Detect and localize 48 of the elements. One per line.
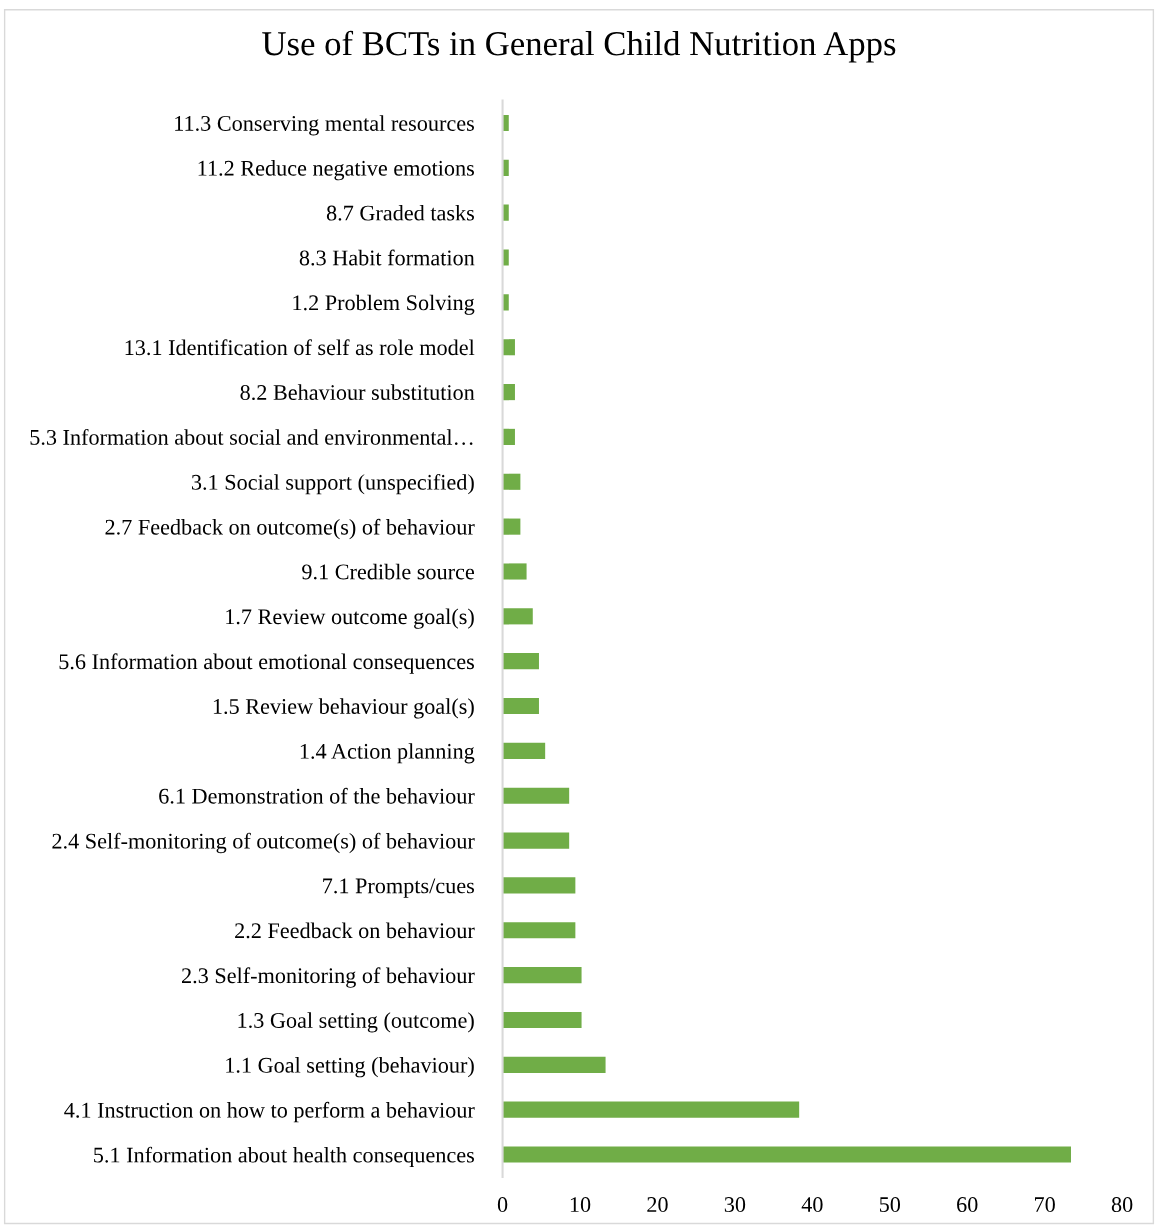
bar bbox=[502, 877, 576, 894]
bar bbox=[502, 967, 582, 984]
y-tick-label: 11.3 Conserving mental resources bbox=[175, 115, 474, 136]
y-tick-label: 9.1 Credible source bbox=[302, 563, 475, 580]
bar bbox=[502, 787, 570, 804]
x-tick-label: 70 bbox=[1035, 1197, 1055, 1213]
bar bbox=[502, 742, 546, 759]
y-tick-label: 8.2 Behaviour substitution bbox=[240, 384, 475, 401]
y-tick-label: 4.1 Instruction on how to perform a behaviour bbox=[64, 1101, 475, 1123]
y-tick-label: 2.7 Feedback on outcome(s) of behaviour bbox=[105, 518, 475, 540]
bar bbox=[502, 1011, 582, 1029]
y-tick-label: 3.1 Social support (unspecified) bbox=[191, 473, 474, 495]
y-tick-label: 5.1 Information about health consequences bbox=[94, 1146, 474, 1168]
y-tick-label: 2.2 Feedback on behaviour bbox=[235, 922, 475, 939]
y-tick-label: 8.3 Habit formation bbox=[299, 249, 475, 266]
y-tick-label: 7.1 Prompts/cues bbox=[323, 878, 474, 898]
y-tick-label: 5.6 Information about emotional consequences bbox=[59, 653, 474, 674]
x-tick-label: 80 bbox=[1111, 1197, 1133, 1213]
y-tick-label: 1.3 Goal setting (outcome) bbox=[238, 1012, 474, 1033]
y-tick-label: 1.2 Problem Solving bbox=[293, 294, 475, 315]
x-tick-label: 20 bbox=[647, 1197, 668, 1213]
x-tick-label: 40 bbox=[801, 1197, 823, 1213]
bar bbox=[502, 1101, 800, 1118]
x-tick-label: 10 bbox=[570, 1197, 591, 1213]
bar bbox=[502, 653, 539, 670]
y-tick-label: 11.2 Reduce negative emotions bbox=[198, 160, 474, 181]
bar bbox=[502, 922, 576, 939]
bar bbox=[502, 1056, 606, 1073]
bar bbox=[502, 608, 533, 625]
y-tick-label: 2.4 Self-monitoring of outcome(s) of behaviour bbox=[52, 832, 475, 854]
y-tick-label: 8.7 Graded tasks bbox=[326, 204, 474, 221]
bar bbox=[502, 563, 527, 580]
x-tick-label: 30 bbox=[724, 1197, 746, 1213]
x-tick-label: 60 bbox=[957, 1197, 978, 1213]
chart-title: Use of BCTs in General Child Nutrition Apps bbox=[262, 30, 896, 63]
y-tick-label: 13.1 Identification of self as role model bbox=[125, 339, 475, 356]
bar bbox=[502, 1146, 1071, 1163]
y-tick-label: 1.7 Review outcome goal(s) bbox=[226, 608, 474, 629]
y-tick-label: 1.5 Review behaviour goal(s) bbox=[213, 698, 474, 719]
x-tick-label: 50 bbox=[879, 1197, 901, 1213]
x-tick-label: 0 bbox=[497, 1197, 508, 1213]
bar bbox=[502, 832, 570, 849]
bar bbox=[502, 697, 539, 715]
y-tick-label: 6.1 Demonstration of the behaviour bbox=[159, 787, 475, 804]
y-tick-label: 1.4 Action planning bbox=[300, 743, 475, 764]
y-tick-label: 2.3 Self-monitoring of behaviour bbox=[182, 967, 475, 988]
y-tick-label: 5.3 Information about social and environmental… bbox=[30, 428, 473, 445]
y-tick-label: 1.1 Goal setting (behaviour) bbox=[226, 1057, 474, 1078]
